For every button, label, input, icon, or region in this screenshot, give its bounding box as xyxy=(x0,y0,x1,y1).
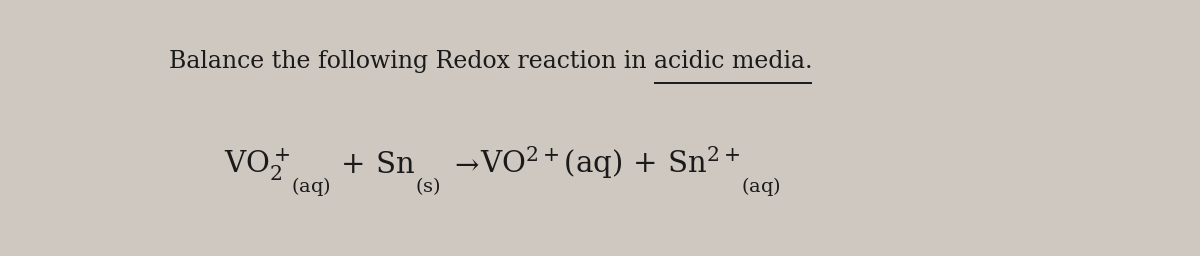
Text: Balance the following Redox reaction in: Balance the following Redox reaction in xyxy=(168,50,654,73)
Text: $\mathregular{\,(aq)\,+\,Sn^{2+}}$: $\mathregular{\,(aq)\,+\,Sn^{2+}}$ xyxy=(559,144,740,181)
Text: acidic media.: acidic media. xyxy=(654,50,812,73)
Text: $\mathregular{\,+\,Sn}$: $\mathregular{\,+\,Sn}$ xyxy=(330,151,415,179)
Text: $\mathregular{VO^{2+}}$: $\mathregular{VO^{2+}}$ xyxy=(480,148,559,179)
Text: $\mathregular{(aq)}$: $\mathregular{(aq)}$ xyxy=(290,175,330,198)
Text: $\mathregular{(aq)}$: $\mathregular{(aq)}$ xyxy=(740,175,780,198)
Text: $\mathregular{(s)}$: $\mathregular{(s)}$ xyxy=(415,175,442,197)
Text: $\mathregular{\;\rightarrow\;}$: $\mathregular{\;\rightarrow\;}$ xyxy=(442,151,480,179)
Text: $\mathregular{VO_2^+}$: $\mathregular{VO_2^+}$ xyxy=(224,146,290,183)
